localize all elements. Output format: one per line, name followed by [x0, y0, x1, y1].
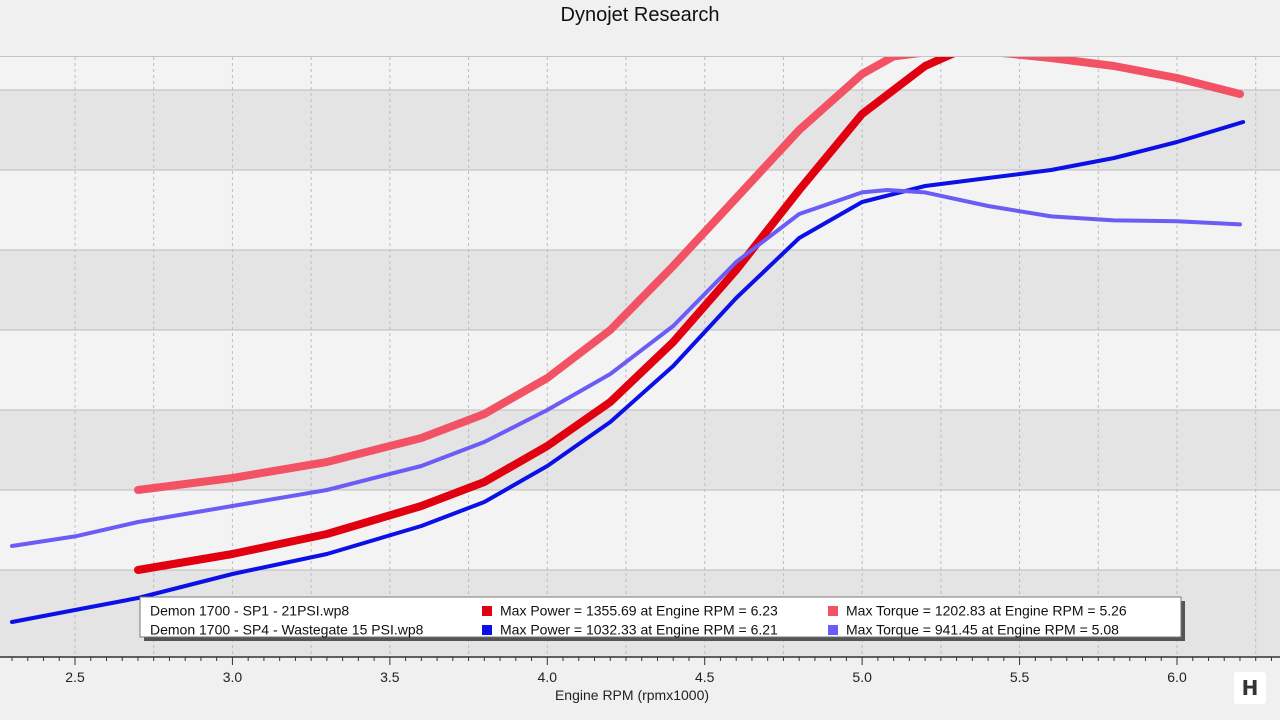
plot-band: [0, 410, 1280, 490]
series-layer: [10, 57, 1246, 624]
plot-band: [0, 250, 1280, 330]
h-logo-icon: H: [1234, 672, 1266, 704]
x-tick-label: 5.5: [1010, 669, 1030, 685]
x-tick-label: 3.5: [380, 669, 400, 685]
plot-band: [0, 170, 1280, 250]
legend-power-swatch: [482, 625, 492, 635]
legend-max-torque: Max Torque = 1202.83 at Engine RPM = 5.2…: [846, 603, 1127, 619]
x-tick-label: 4.5: [695, 669, 715, 685]
x-axis: 2.5 3.0 3.5 4.0 4.5 5.0 5.5 6.0: [0, 656, 1280, 685]
x-tick-label: 2.5: [65, 669, 85, 685]
legend-max-power: Max Power = 1032.33 at Engine RPM = 6.21: [500, 622, 778, 638]
plot-band: [0, 90, 1280, 170]
plot-bands: [0, 57, 1280, 657]
legend-file-name: Demon 1700 - SP4 - Wastegate 15 PSI.wp8: [150, 622, 424, 638]
series-line-0: [134, 57, 956, 574]
legend-max-power: Max Power = 1355.69 at Engine RPM = 6.23: [500, 603, 778, 619]
x-tick-label: 4.0: [538, 669, 558, 685]
legend-max-torque: Max Torque = 941.45 at Engine RPM = 5.08: [846, 622, 1119, 638]
series-line-3: [10, 188, 1242, 548]
x-axis-label: Engine RPM (rpmx1000): [555, 687, 709, 703]
series-line-2: [10, 120, 1246, 624]
x-tick-label: 6.0: [1167, 669, 1187, 685]
chart-title: Dynojet Research: [560, 4, 720, 26]
legend-box: [139, 596, 1182, 638]
legend-torque-swatch: [828, 606, 838, 616]
x-tick-label: 5.0: [852, 669, 872, 685]
x-tick-label: 3.0: [223, 669, 243, 685]
legend-torque-swatch: [828, 625, 838, 635]
legend-file-name: Demon 1700 - SP1 - 21PSI.wp8: [150, 603, 349, 619]
series-line-1: [134, 57, 1244, 494]
legend-power-swatch: [482, 606, 492, 616]
legend: Demon 1700 - SP1 - 21PSI.wp8 Max Power = …: [139, 596, 1185, 641]
